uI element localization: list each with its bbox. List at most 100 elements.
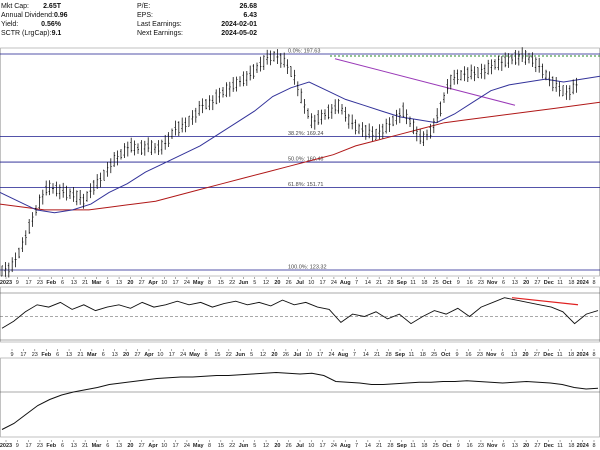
price-x-tick-label: 16 xyxy=(467,280,473,286)
price-x-tick-label: 18 xyxy=(421,280,427,286)
price-x-tick-label: 15 xyxy=(218,280,224,286)
price-x-tick-label: 22 xyxy=(229,280,235,286)
rsi-x-tick-label: 20 xyxy=(271,352,277,358)
rsi-x-tick-label: 27 xyxy=(134,352,140,358)
stat-label: Next Earnings: xyxy=(137,30,183,37)
stats-right-panel: P/E: 26.68 EPS: 6.43 Last Earnings: 2024-02… xyxy=(137,2,257,38)
rsi-x-tick-label: 13 xyxy=(66,352,72,358)
stat-row: Last Earnings: 2024-02-01 xyxy=(137,20,257,29)
price-x-tick-label: Oct xyxy=(442,280,451,286)
stat-value: 26.68 xyxy=(239,3,257,10)
price-x-tick-label: 8 xyxy=(208,280,211,286)
rsi-x-tick-label: 13 xyxy=(112,352,118,358)
price-x-tick-label: 9 xyxy=(457,280,460,286)
rsi-x-tick-label: 24 xyxy=(328,352,334,358)
rsi-x-tick-label: May xyxy=(189,352,201,358)
price-x-tick-label: 27 xyxy=(139,280,145,286)
volume-x-tick-label: 6 xyxy=(61,443,64,449)
rsi-x-tick-label: 23 xyxy=(477,352,483,358)
rsi-x-tick-label: 5 xyxy=(250,352,253,358)
rsi-x-tick-label: 8 xyxy=(592,352,595,358)
volume-x-tick-label: 10 xyxy=(161,443,167,449)
price-x-tick-label: Jun xyxy=(239,280,249,286)
stat-value: 2.65T xyxy=(43,3,61,10)
price-x-tick-label: Jul xyxy=(296,280,304,286)
volume-x-tick-label: Nov xyxy=(487,443,498,449)
stat-value: 2024-05-02 xyxy=(221,30,257,37)
rsi-x-tick-label: Nov xyxy=(486,352,497,358)
price-x-tick-label: 13 xyxy=(71,280,77,286)
volume-x-tick-label: 20 xyxy=(127,443,133,449)
stat-row: Mkt Cap: 2.65T xyxy=(1,2,61,11)
price-x-tick-label: 11 xyxy=(410,280,416,286)
price-x-tick-label: 20 xyxy=(127,280,133,286)
fib-level-label: 38.2%: 169.24 xyxy=(288,131,323,137)
rsi-x-tick-label: 28 xyxy=(386,352,392,358)
price-x-tick-label: 28 xyxy=(387,280,393,286)
stat-row: EPS: 6.43 xyxy=(137,11,257,20)
volume-x-tick-label: 24 xyxy=(331,443,337,449)
volume-x-tick-label: 21 xyxy=(376,443,382,449)
rsi-x-tick-label: Aug xyxy=(338,352,349,358)
fib-level-label: 100.0%: 123.32 xyxy=(288,265,327,271)
volume-x-tick-label: Apr xyxy=(148,443,158,449)
rsi-x-tick-label: Sep xyxy=(395,352,406,358)
rsi-x-tick-label: 17 xyxy=(317,352,323,358)
volume-x-tick-label: 20 xyxy=(523,443,529,449)
fib-level-label: 61.8%: 151.71 xyxy=(288,182,323,188)
volume-x-tick-label: 17 xyxy=(26,443,32,449)
rsi-x-tick-label: Jul xyxy=(293,352,301,358)
rsi-x-tick-label: 17 xyxy=(20,352,26,358)
rsi-x-tick-label: Feb xyxy=(41,352,51,358)
volume-x-tick-label: May xyxy=(193,443,205,449)
rsi-x-tick-label: 14 xyxy=(363,352,369,358)
sma50-line xyxy=(0,75,600,214)
rsi-x-tick-label: 25 xyxy=(431,352,437,358)
volume-x-tick-label: 22 xyxy=(229,443,235,449)
price-x-tick-label: 17 xyxy=(26,280,32,286)
price-x-tick-label: 18 xyxy=(568,280,574,286)
rsi-x-tick-label: 27 xyxy=(534,352,540,358)
stat-row: Next Earnings: 2024-05-02 xyxy=(137,29,257,38)
price-x-tick-label: 9 xyxy=(16,280,19,286)
price-x-tick-label: 21 xyxy=(376,280,382,286)
rsi-x-tick-label: 11 xyxy=(409,352,415,358)
price-x-tick-label: 7 xyxy=(355,280,358,286)
price-x-tick-label: 8 xyxy=(592,280,595,286)
price-x-tick-label: 24 xyxy=(331,280,337,286)
fib-level-label: 0.0%: 197.63 xyxy=(288,49,320,55)
volume-x-tick-label: 6 xyxy=(106,443,109,449)
volume-x-tick-label: 15 xyxy=(218,443,224,449)
rsi-x-tick-label: 23 xyxy=(32,352,38,358)
rsi-x-tick-label: 15 xyxy=(214,352,220,358)
stat-value: 0.56% xyxy=(41,21,61,28)
stat-value: 9.1 xyxy=(51,30,62,37)
stat-row: Yield: 0.56% xyxy=(1,20,61,29)
rsi-x-tick-label: 20 xyxy=(123,352,129,358)
price-x-tick-label: 20 xyxy=(523,280,529,286)
price-x-tick-label: 20 xyxy=(274,280,280,286)
stat-label: Mkt Cap: xyxy=(1,3,30,10)
rsi-x-tick-label: Apr xyxy=(144,352,154,358)
price-x-tick-label: 10 xyxy=(308,280,314,286)
stat-row: SCTR (LrgCap): 9.1 xyxy=(1,29,61,38)
rsi-x-tick-label: 11 xyxy=(557,352,563,358)
price-x-tick-label: May xyxy=(193,280,205,286)
price-x-tick-label: Mar xyxy=(92,280,103,286)
rsi-x-tick-label: 18 xyxy=(568,352,574,358)
rsi-x-tick-label: 2024 xyxy=(576,352,589,358)
volume-x-tick-label: 5 xyxy=(253,443,256,449)
volume-x-tick-label: 2023 xyxy=(0,443,12,449)
price-x-tick-label: 6 xyxy=(502,280,505,286)
price-x-tick-label: 14 xyxy=(365,280,371,286)
volume-x-tick-label: Oct xyxy=(442,443,451,449)
rsi-panel-frame xyxy=(0,286,600,343)
price-x-tick-label: 21 xyxy=(82,280,88,286)
rsi-x-tick-label: 13 xyxy=(511,352,517,358)
price-x-tick-label: 24 xyxy=(184,280,190,286)
volume-x-tick-label: 27 xyxy=(139,443,145,449)
volume-x-tick-label: 16 xyxy=(467,443,473,449)
stat-label: P/E: xyxy=(137,3,151,10)
rsi-divergence-line xyxy=(511,297,579,306)
